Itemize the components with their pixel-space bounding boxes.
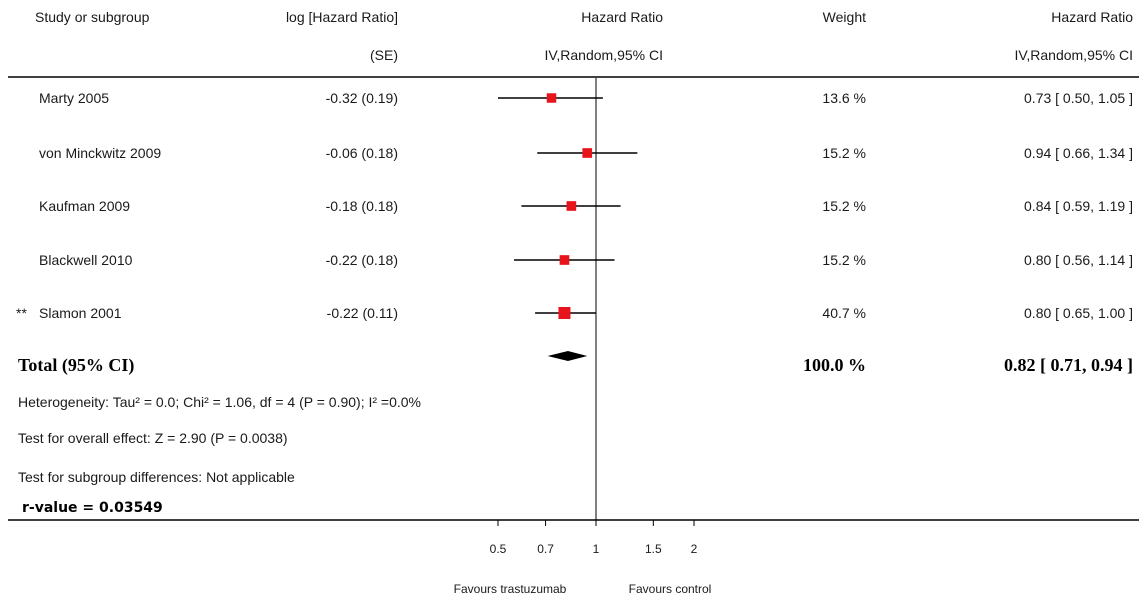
favours-right-label: Favours control [629,582,712,596]
header-loghr-1: log [Hazard Ratio] [286,9,398,25]
study-loghr-se: -0.18 (0.18) [326,198,398,214]
study-loghr-se: -0.06 (0.18) [326,145,398,161]
r-value-text: r-value = 0.03549 [22,500,163,516]
heterogeneity-text: Heterogeneity: Tau² = 0.0; Chi² = 1.06, … [18,394,421,410]
study-point [559,255,570,265]
header-ci-1: Hazard Ratio [1051,9,1133,25]
study-point [558,307,571,319]
study-ci: 0.94 [ 0.66, 1.34 ] [1024,145,1133,161]
header-weight: Weight [823,9,866,25]
x-tick-label: 0.5 [490,542,507,556]
study-loghr-se: -0.22 (0.18) [326,252,398,268]
favours-left-label: Favours trastuzumab [454,582,567,596]
study-weight: 40.7 % [822,305,866,321]
total-weight: 100.0 % [803,355,866,375]
header-study: Study or subgroup [35,9,150,25]
overall-effect-text: Test for overall effect: Z = 2.90 (P = 0… [18,430,288,446]
total-ci: 0.82 [ 0.71, 0.94 ] [1004,355,1133,375]
study-weight: 13.6 % [822,90,866,106]
study-name: Blackwell 2010 [39,252,133,268]
study-weight: 15.2 % [822,252,866,268]
study-loghr-se: -0.22 (0.11) [327,305,398,321]
x-tick-label: 2 [691,542,698,556]
study-name: Slamon 2001 [39,305,122,321]
study-point [582,148,593,158]
header-plot-2: IV,Random,95% CI [544,47,663,63]
study-name: von Minckwitz 2009 [39,145,161,161]
study-name: Marty 2005 [39,90,109,106]
x-tick-label: 1.5 [645,542,662,556]
study-point [546,93,557,103]
study-point [566,201,577,211]
study-weight: 15.2 % [822,145,866,161]
x-tick-label: 0.7 [537,542,554,556]
study-loghr-se: -0.32 (0.19) [326,90,398,106]
header-ci-2: IV,Random,95% CI [1014,47,1133,63]
study-ci: 0.80 [ 0.65, 1.00 ] [1024,305,1133,321]
study-ci: 0.73 [ 0.50, 1.05 ] [1024,90,1133,106]
subgroup-text: Test for subgroup differences: Not appli… [18,469,295,485]
study-ci: 0.80 [ 0.56, 1.14 ] [1024,252,1133,268]
header-loghr-2: (SE) [370,47,398,63]
total-diamond [547,351,588,361]
x-tick-label: 1 [593,542,600,556]
study-marker: ** [16,305,27,321]
study-ci: 0.84 [ 0.59, 1.19 ] [1024,198,1133,214]
study-name: Kaufman 2009 [39,198,130,214]
header-plot-1: Hazard Ratio [581,9,663,25]
study-weight: 15.2 % [822,198,866,214]
total-label: Total (95% CI) [18,355,134,376]
